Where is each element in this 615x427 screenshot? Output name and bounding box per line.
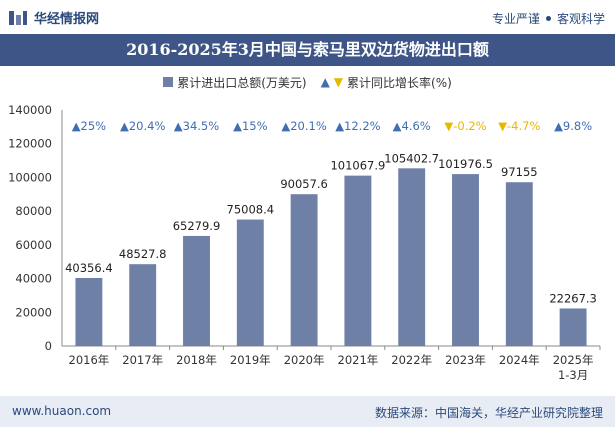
bar-value-label: 90057.6 [280,177,328,191]
bar [183,235,210,346]
bar [505,182,533,346]
bar [236,219,264,346]
bar-value-label: 75008.4 [227,203,275,217]
legend-bar-swatch-icon [163,77,174,87]
y-tick-label: 140000 [8,103,52,117]
legend-down-triangle-icon: ▼ [333,75,344,89]
slogan-tag-2: 客观科学 [556,12,605,26]
chart-legend: 累计进出口总额(万美元) ▲ ▼ 累计同比增长率(%) [0,72,615,92]
x-tick-label: 2019年 [230,353,271,367]
bar-chart: 0 20000 40000 60000 80000 100000 120000 140000 4… [8,103,601,382]
x-tick-label: 2021年 [338,353,379,367]
bar-value-label: 105402.7 [384,151,439,165]
footer-website: www.huaon.com [12,404,112,418]
x-tick-label: 2024年 [499,353,540,367]
legend-item-growth: ▲ ▼ 累计同比增长率(%) [321,74,452,91]
brand: 华经情报网 [8,8,99,27]
footer: www.huaon.com 数据来源：中国海关，华经产业研究院整理 [0,396,615,427]
top-bar: 华经情报网 专业严谨 客观科学 [0,0,615,34]
y-tick-label: 60000 [15,238,52,252]
x-tick-label: 2020年 [284,353,325,367]
growth-up-label: ▲25% [72,119,106,133]
growth-down-label: ▼-4.7% [498,119,540,133]
bar [398,168,426,346]
y-tick-label: 20000 [15,305,52,319]
bar-value-label: 101067.9 [330,159,385,173]
bar [452,174,479,346]
slogan-tag-1: 专业严谨 [491,12,540,26]
bar-value-label: 40356.4 [65,261,113,275]
growth-up-label: ▲9.8% [554,119,592,133]
bullet-dot-icon [545,16,551,21]
y-tick-label: 80000 [15,204,52,218]
x-tick-label: 1-3月 [558,368,588,382]
bar [290,194,318,346]
growth-up-label: ▲20.1% [281,119,326,133]
slogan-tags: 专业严谨 客观科学 [492,10,605,27]
growth-up-label: ▲4.6% [393,119,431,133]
x-tick-label: 2023年 [445,353,486,367]
growth-down-label: ▼-0.2% [444,119,486,133]
chart-title: 2016-2025年3月中国与索马里双边货物进出口额 [126,40,489,59]
bar-value-label: 97155 [501,165,538,179]
brand-name: 华经情报网 [34,12,100,27]
legend-label-total: 累计进出口总额(万美元) [177,75,307,90]
legend-item-total: 累计进出口总额(万美元) [163,74,307,91]
bar [129,264,157,346]
y-tick-label: 100000 [8,170,52,184]
legend-label-growth: 累计同比增长率(%) [347,75,452,90]
x-tick-label: 2022年 [391,353,432,367]
bar-value-label: 48527.8 [119,247,167,261]
growth-up-label: ▲12.2% [335,119,380,133]
y-tick-label: 120000 [8,137,52,151]
brand-logo-icon [9,10,27,25]
legend-up-triangle-icon: ▲ [320,75,330,89]
bar [75,277,103,346]
x-tick-label: 2017年 [122,353,163,367]
x-tick-label: 2016年 [69,353,110,367]
y-tick-label: 0 [45,339,52,353]
growth-up-label: ▲20.4% [120,119,165,133]
x-tick-label: 2018年 [176,353,217,367]
footer-source: 数据来源：中国海关，华经产业研究院整理 [374,406,603,420]
y-tick-label: 40000 [15,272,52,286]
x-tick-label: 2025年 [553,353,594,367]
bar [559,308,587,346]
growth-up-label: ▲15% [233,119,267,133]
title-bar: 2016-2025年3月中国与索马里双边货物进出口额 [0,34,615,66]
bar-value-label: 65279.9 [173,219,221,233]
bar-value-label: 101976.5 [438,157,493,171]
bar-value-label: 22267.3 [549,291,597,305]
bar [344,175,372,346]
growth-up-label: ▲34.5% [174,119,219,133]
